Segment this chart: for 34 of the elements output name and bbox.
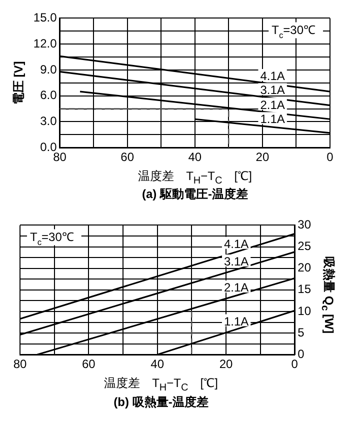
series-label: 2.1A [224, 280, 249, 295]
y2-tick-label: 10 [298, 304, 312, 318]
y-tick-label: 6.0 [40, 88, 58, 102]
text: (a) 駆動電圧-温度差 [141, 186, 249, 204]
x-tick-label: 80 [13, 358, 27, 372]
y-axis-title: 電圧 [V] [12, 61, 26, 105]
y2-tick-label: 30 [298, 218, 312, 232]
x-tick-label: 0 [291, 358, 298, 372]
series-label: 3.1A [224, 254, 249, 269]
y2-tick-label: 20 [298, 261, 312, 276]
series-label: 3.1A [260, 83, 285, 98]
y-tick-label: 3.0 [40, 114, 58, 128]
x-tick-label: 40 [188, 150, 202, 164]
y2-tick-label: 5 [298, 326, 305, 340]
x-tick-label: 60 [82, 358, 96, 372]
y-tick-label: 12.0 [33, 36, 58, 50]
text: 温度差 T$_{H}$−T$_{C}$ [℃] [138, 169, 252, 186]
series-label: 4.1A [260, 69, 285, 84]
series-label: 1.1A [224, 314, 249, 329]
x-tick-label: 60 [120, 150, 134, 164]
y-tick-label: 9.0 [40, 62, 58, 76]
x-tick-label: 20 [219, 358, 233, 372]
x-tick-label: 40 [150, 358, 164, 372]
y2-tick-label: 25 [298, 239, 312, 254]
text: (b) 吸熱量-温度差 [112, 394, 210, 411]
x-tick-label: 20 [256, 150, 270, 164]
series-label: 2.1A [260, 98, 285, 112]
series-label: 1.1A [260, 112, 285, 126]
y-tick-label: 15.0 [33, 10, 58, 25]
y2-tick-label: 15 [298, 282, 312, 297]
series-label: 4.1A [224, 237, 249, 252]
text: 温度差 T$_{H}$−T$_{C}$ [℃] [104, 376, 218, 394]
y2-tick-label: 0 [298, 347, 305, 362]
x-tick-label: 0 [326, 150, 334, 164]
